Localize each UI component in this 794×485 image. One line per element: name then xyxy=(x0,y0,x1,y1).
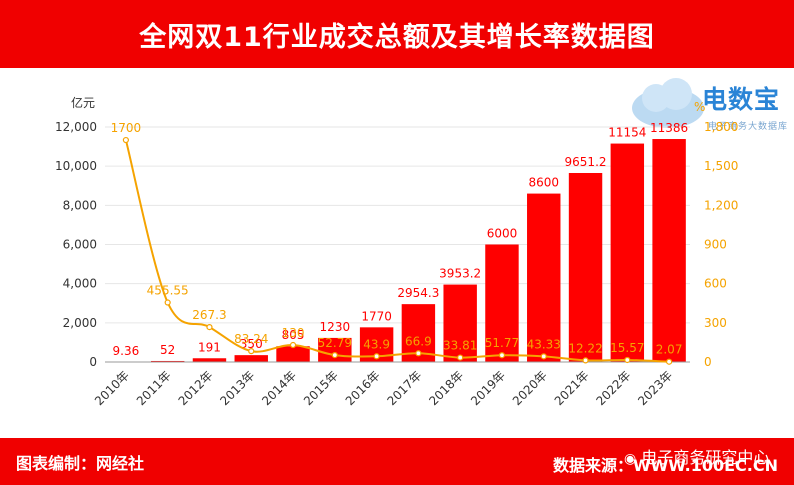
bar-value-label: 52 xyxy=(160,343,175,357)
y-tick-label: 4,000 xyxy=(63,277,97,291)
growth-point xyxy=(373,353,380,360)
bar xyxy=(527,193,561,362)
x-tick-label: 2019年 xyxy=(468,368,508,408)
title-banner: 全网双11行业成交总额及其增长率数据图 xyxy=(0,0,794,68)
growth-value-label: 66.9 xyxy=(405,334,432,348)
chart-title: 全网双11行业成交总额及其增长率数据图 xyxy=(139,21,655,53)
growth-value-label: 43.33 xyxy=(527,337,561,351)
x-tick-label: 2017年 xyxy=(385,368,425,408)
x-tick-label: 2011年 xyxy=(134,368,174,408)
y2-tick-label: 600 xyxy=(704,277,727,291)
x-tick-label: 2020年 xyxy=(510,368,550,408)
y-axis-label: 亿元 xyxy=(71,95,95,110)
bar-value-label: 805 xyxy=(282,328,305,342)
growth-point xyxy=(498,352,506,359)
bar-value-label: 8600 xyxy=(528,176,559,190)
x-tick-label: 2018年 xyxy=(426,368,466,408)
growth-value-label: 33.81 xyxy=(443,339,477,353)
growth-point xyxy=(331,352,338,359)
y-tick-label: 12,000 xyxy=(55,120,97,134)
bar-value-label: 2954.3 xyxy=(397,286,439,300)
growth-value-label: 15.57 xyxy=(610,341,644,355)
y2-tick-label: 1,500 xyxy=(704,159,738,173)
bar-value-label: 11154 xyxy=(608,126,646,140)
growth-point xyxy=(122,136,129,144)
bar xyxy=(234,355,268,362)
growth-value-label: 51.77 xyxy=(485,336,519,350)
growth-value-label: 43.9 xyxy=(363,337,390,351)
cloud-logo-icon xyxy=(632,78,704,128)
bar xyxy=(443,284,477,362)
combo-chart: 0 0 2,000 300 4,000 600 6,000 900 8,000 1,200 10,0… xyxy=(55,95,738,408)
y2-tick-label: 900 xyxy=(704,238,727,252)
bar-value-label: 11386 xyxy=(650,121,688,135)
growth-point xyxy=(206,324,213,331)
bar-value-label: 191 xyxy=(198,340,221,354)
growth-value-label: 83.24 xyxy=(234,332,268,346)
y-tick-label: 6,000 xyxy=(63,238,97,252)
bar-value-label: 6000 xyxy=(487,227,518,241)
bar-value-label: 1770 xyxy=(361,309,392,323)
y2-tick-label: 300 xyxy=(704,316,727,330)
growth-point xyxy=(582,357,589,364)
growth-point xyxy=(540,353,547,360)
x-tick-label: 2012年 xyxy=(176,368,216,408)
y2-axis-label: % xyxy=(694,100,705,114)
x-tick-label: 2015年 xyxy=(301,368,341,408)
growth-value-label: 455.55 xyxy=(147,284,189,298)
growth-value-label: 12.22 xyxy=(568,341,602,355)
y2-tick-label: 0 xyxy=(704,355,712,369)
growth-line xyxy=(124,139,670,363)
growth-point xyxy=(457,354,464,361)
y-tick-label: 10,000 xyxy=(55,159,97,173)
bar xyxy=(192,358,227,362)
bar xyxy=(150,360,185,362)
x-tick-label: 2022年 xyxy=(593,368,633,408)
bar xyxy=(610,143,645,362)
logo-name: 电数宝 xyxy=(702,85,781,114)
bar xyxy=(276,346,310,362)
bar xyxy=(568,172,603,362)
chart-area: 0 0 2,000 300 4,000 600 6,000 900 8,000 1,200 10,0… xyxy=(0,68,794,438)
growth-value-label: 267.3 xyxy=(192,308,226,322)
x-tick-label: 2010年 xyxy=(92,368,132,408)
logo-subtitle: 电子商务大数据库 xyxy=(708,122,789,132)
growth-point xyxy=(415,350,422,357)
x-tick-label: 2014年 xyxy=(259,368,299,408)
growth-value-label: 1700 xyxy=(111,121,142,135)
x-tick-label: 2023年 xyxy=(635,368,675,408)
bar xyxy=(485,244,519,362)
growth-value-label: 52.79 xyxy=(318,336,352,350)
footer-source: 数据来源：WWW.100EC.CN xyxy=(552,456,778,475)
y-tick-label: 0 xyxy=(89,355,97,369)
bar-value-label: 3953.2 xyxy=(439,267,481,281)
bar xyxy=(652,139,686,362)
growth-value-label: 2.07 xyxy=(656,343,683,357)
logo: 电数宝 电子商务大数据库 xyxy=(628,74,794,136)
growth-point xyxy=(164,299,171,306)
x-tick-label: 2016年 xyxy=(343,368,383,408)
growth-value-label: 130 xyxy=(282,326,305,340)
growth-point xyxy=(248,348,255,355)
x-tick-label: 2013年 xyxy=(217,368,257,408)
y2-tick-label: 1,800 xyxy=(704,120,738,134)
bar-value-label: 9651.2 xyxy=(565,155,607,169)
y2-tick-label: 1,200 xyxy=(704,198,738,212)
growth-point xyxy=(624,356,631,364)
growth-point xyxy=(289,341,297,349)
wechat-account-name: 电子商务研究中心 xyxy=(641,448,770,467)
y-tick-label: 2,000 xyxy=(63,316,97,330)
wechat-account-label: ◉ 电子商务研究中心 xyxy=(624,444,769,468)
growth-point xyxy=(666,358,673,365)
wechat-icon: ◉ xyxy=(624,451,637,467)
x-tick-label: 2021年 xyxy=(552,368,592,408)
bar-value-label: 9.36 xyxy=(113,344,140,358)
footer-banner: 图表编制：网经社 数据来源：WWW.100EC.CN xyxy=(0,438,794,485)
footer-editor: 图表编制：网经社 xyxy=(16,454,145,473)
bar-value-label: 1230 xyxy=(320,320,351,334)
y-tick-label: 8,000 xyxy=(63,198,97,212)
bar-value-label: 350 xyxy=(240,337,263,351)
